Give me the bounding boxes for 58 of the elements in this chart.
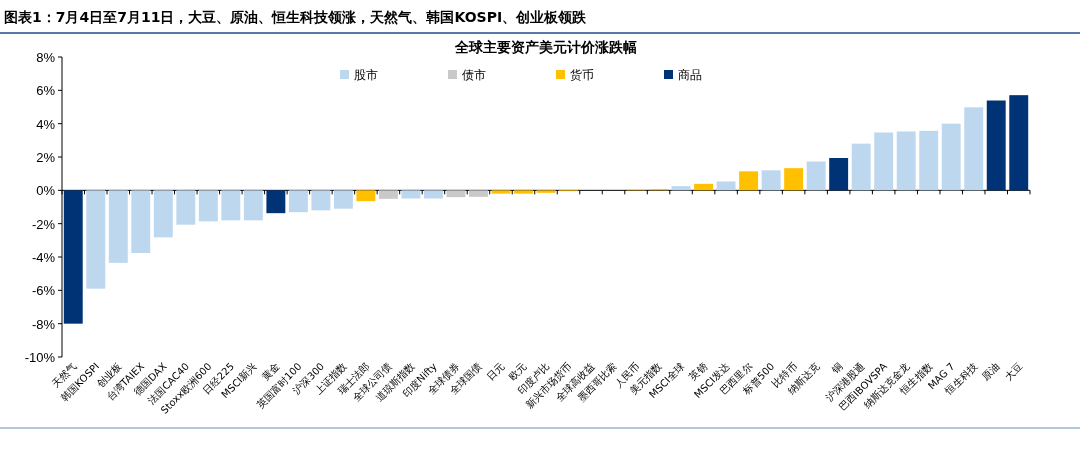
- y-tick-label: 4%: [36, 116, 56, 132]
- bar: [288, 190, 308, 213]
- bar: [266, 190, 286, 214]
- bar: [514, 190, 533, 194]
- legend-label: 债市: [462, 68, 486, 82]
- bar: [716, 181, 736, 191]
- bar: [1009, 95, 1029, 191]
- bar: [536, 190, 556, 193]
- x-tick-label: 日元: [484, 360, 507, 383]
- bar: [671, 186, 691, 191]
- bar: [874, 132, 894, 191]
- bar: [378, 190, 398, 199]
- chart-subtitle: 全球主要资产美元计价涨跌幅: [454, 39, 637, 55]
- y-tick-label: -2%: [31, 216, 56, 232]
- bar: [153, 190, 173, 238]
- x-tick-label: 铜: [828, 360, 845, 377]
- bar: [986, 100, 1006, 191]
- legend-label: 股市: [354, 68, 378, 82]
- bar: [356, 190, 376, 202]
- y-tick-label: -10%: [24, 350, 56, 365]
- y-tick-label: 0%: [36, 183, 56, 199]
- chart-title: 图表1：7月4日至7月11日，大豆、原油、恒生科技领涨，天然气、韩国KOSPI、创业板领跌: [4, 9, 588, 25]
- bar: [964, 107, 984, 191]
- bar: [491, 190, 511, 194]
- bar: [401, 190, 421, 199]
- bar: [333, 190, 353, 209]
- y-tick-label: -4%: [31, 250, 56, 265]
- bar: [311, 190, 331, 211]
- bar: [851, 143, 871, 191]
- bar: [694, 183, 714, 191]
- x-tick-label: 原油: [979, 360, 1002, 383]
- bar: [829, 158, 849, 191]
- bar: [221, 190, 241, 221]
- bar: [198, 190, 218, 222]
- y-tick-label: -6%: [31, 283, 56, 299]
- legend-label: 商品: [678, 68, 702, 82]
- y-tick-label: 6%: [36, 83, 56, 99]
- bar: [739, 171, 759, 191]
- legend-label: 货币: [570, 68, 594, 82]
- bar: [761, 170, 781, 191]
- y-tick-label: 8%: [36, 50, 56, 65]
- bar: [469, 190, 488, 197]
- bar: [176, 190, 196, 225]
- x-tick-label: 大豆: [1002, 360, 1025, 383]
- bar: [131, 190, 151, 253]
- bar: [446, 190, 466, 198]
- bar: [243, 190, 263, 221]
- bar: [806, 161, 826, 191]
- bar: [86, 190, 106, 289]
- y-tick-label: -8%: [31, 316, 56, 332]
- bar: [784, 168, 804, 191]
- bar: [423, 190, 443, 199]
- bar: [941, 123, 961, 191]
- bar: [896, 131, 916, 191]
- bar: [63, 190, 83, 324]
- bar: [919, 130, 939, 191]
- bar: [108, 190, 128, 263]
- y-tick-label: 2%: [36, 150, 56, 165]
